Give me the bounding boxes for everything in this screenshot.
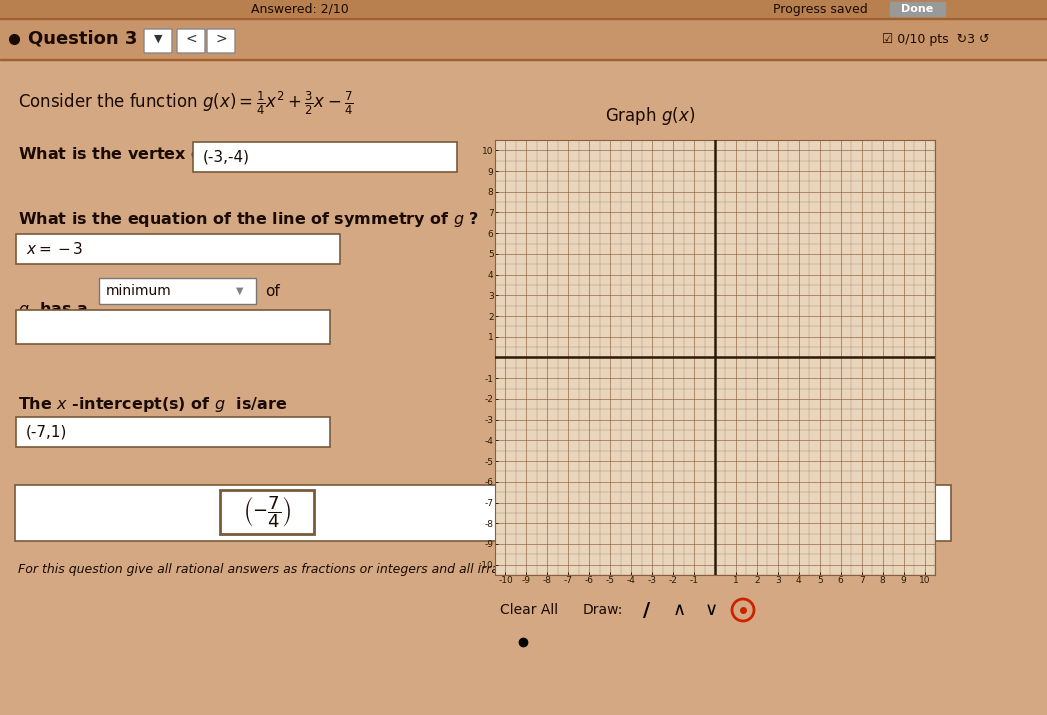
- Text: What is the vertex of $g$ ?: What is the vertex of $g$ ?: [18, 145, 240, 164]
- Bar: [0, 0, 1047, 18]
- FancyBboxPatch shape: [193, 142, 456, 172]
- Text: $\left(-\dfrac{7}{4}\right)$: $\left(-\dfrac{7}{4}\right)$: [243, 494, 291, 530]
- Text: /: /: [644, 601, 650, 619]
- Text: ∨: ∨: [705, 601, 717, 619]
- Text: Progress saved: Progress saved: [773, 2, 867, 16]
- Text: ☑ 0/10 pts  ↻3 ↺: ☑ 0/10 pts ↻3 ↺: [883, 32, 990, 46]
- Text: <: <: [185, 32, 197, 46]
- Text: For this question give all rational answers as fractions or integers and all irr: For this question give all rational answ…: [18, 563, 674, 576]
- Text: What is the equation of the line of symmetry of $g$ ?: What is the equation of the line of symm…: [18, 210, 480, 229]
- FancyBboxPatch shape: [16, 234, 340, 264]
- Text: ∧: ∧: [672, 601, 686, 619]
- FancyBboxPatch shape: [220, 490, 314, 534]
- Text: $g$  has a: $g$ has a: [18, 300, 88, 319]
- Text: ▼: ▼: [237, 286, 244, 296]
- Bar: [0, 18, 1047, 19]
- Text: Consider the function $g(x) = \frac{1}{4}x^2 + \frac{3}{2}x - \frac{7}{4}$: Consider the function $g(x) = \frac{1}{4…: [18, 90, 354, 117]
- Text: Question 3: Question 3: [28, 30, 137, 48]
- Text: The $y$ -intercept of $g$  is: The $y$ -intercept of $g$ is: [18, 483, 228, 502]
- Text: minimum: minimum: [106, 284, 172, 298]
- FancyBboxPatch shape: [16, 310, 330, 344]
- Text: (-7,1): (-7,1): [26, 425, 67, 440]
- Text: The $x$ -intercept(s) of $g$  is/are: The $x$ -intercept(s) of $g$ is/are: [18, 395, 287, 414]
- Text: Draw:: Draw:: [583, 603, 623, 617]
- Text: ▼: ▼: [154, 34, 162, 44]
- FancyBboxPatch shape: [207, 29, 235, 53]
- Text: Done: Done: [900, 4, 933, 14]
- Bar: [0, 18, 1047, 60]
- Text: of: of: [265, 284, 280, 298]
- FancyBboxPatch shape: [16, 417, 330, 447]
- Text: Answered: 2/10: Answered: 2/10: [251, 2, 349, 16]
- Bar: [0, 59, 1047, 60]
- FancyBboxPatch shape: [177, 29, 205, 53]
- Text: $x = -3$: $x = -3$: [26, 241, 84, 257]
- Text: (-3,-4): (-3,-4): [203, 149, 250, 164]
- Text: Clear All: Clear All: [500, 603, 558, 617]
- Text: >: >: [216, 32, 227, 46]
- Bar: [890, 2, 945, 16]
- Text: Graph $g(x)$: Graph $g(x)$: [605, 105, 695, 127]
- FancyBboxPatch shape: [15, 485, 951, 541]
- FancyBboxPatch shape: [99, 278, 257, 304]
- FancyBboxPatch shape: [144, 29, 172, 53]
